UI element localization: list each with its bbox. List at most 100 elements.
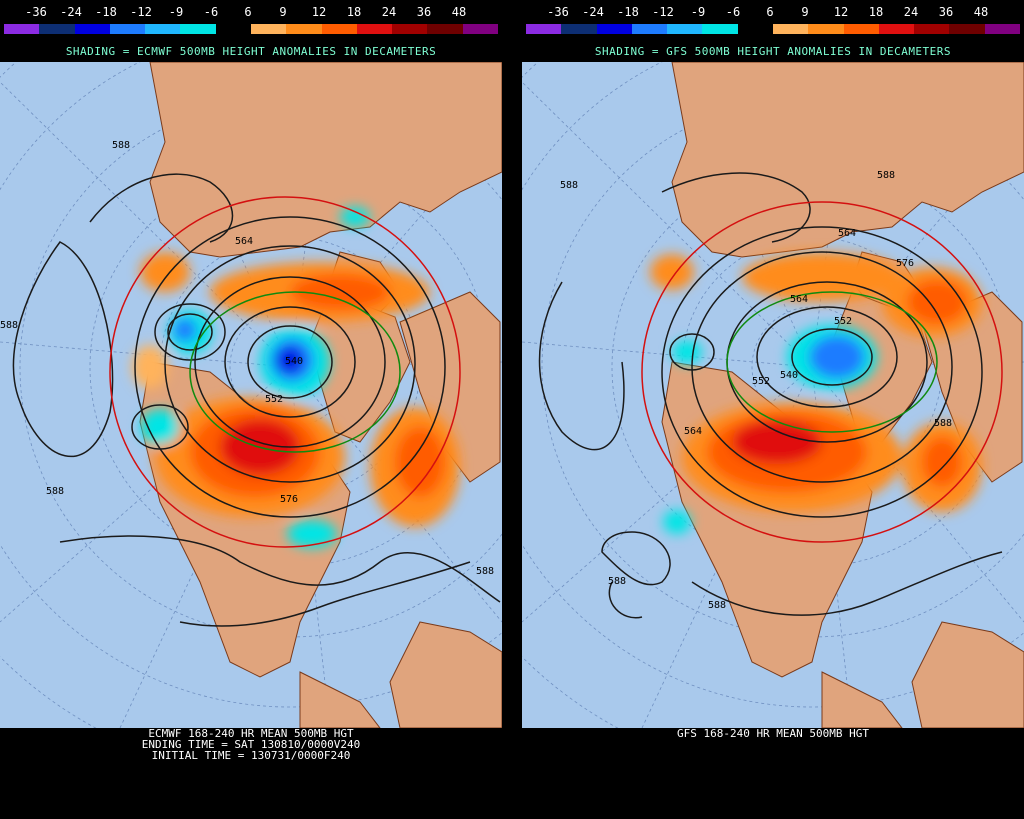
contour-label: 564 — [235, 236, 253, 247]
legend-swatch — [631, 24, 668, 34]
contour-label: 576 — [280, 494, 298, 505]
shading-title: SHADING = ECMWF 500MB HEIGHT ANOMALIES I… — [65, 45, 437, 58]
legend-swatch — [878, 24, 915, 34]
legend-label: 24 — [903, 5, 919, 19]
legend-swatch — [561, 24, 597, 34]
legend-swatch — [914, 24, 950, 34]
legend-swatch — [321, 24, 357, 34]
legend-scale-labels: -36 -24 -18 -12 -9 -6 6 9 12 18 24 36 48 — [522, 5, 1024, 21]
contour-label: 540 — [780, 370, 798, 381]
contour-label: 588 — [46, 486, 64, 497]
shading-title: SHADING = GFS 500MB HEIGHT ANOMALIES IN … — [594, 45, 952, 58]
legend-swatch — [250, 24, 287, 34]
legend-label: 24 — [381, 5, 397, 19]
contour-label: 588 — [708, 600, 726, 611]
legend-label: -12 — [652, 5, 674, 19]
legend-swatch — [427, 24, 463, 34]
legend-label: 6 — [766, 5, 774, 19]
legend-scale-labels: -36 -24 -18 -12 -9 -6 6 9 12 18 24 36 48 — [0, 5, 502, 21]
legend-label: 12 — [833, 5, 849, 19]
legend-swatch — [667, 24, 703, 34]
legend-swatch — [4, 24, 40, 34]
caption-line: INITIAL TIME = 130731/0000F240 — [151, 749, 351, 762]
gfs-panel: -36 -24 -18 -12 -9 -6 6 9 12 18 24 36 48… — [522, 0, 1024, 819]
legend-label: 9 — [801, 5, 809, 19]
contour-label: 552 — [265, 394, 283, 405]
legend-label: 9 — [279, 5, 287, 19]
legend-label: -9 — [168, 5, 184, 19]
legend-swatch — [39, 24, 75, 34]
legend-label: -12 — [130, 5, 152, 19]
central-america-land — [821, 671, 903, 728]
contour-label: 564 — [684, 426, 702, 437]
south-america-land — [911, 621, 1024, 728]
legend-swatch — [772, 24, 809, 34]
contour-label: 564 — [838, 228, 856, 239]
caption-line: ECMWF 168-240 HR MEAN 500MB HGT — [148, 727, 354, 740]
caption-line: GFS 168-240 HR MEAN 500MB HGT — [676, 727, 870, 740]
contour-label: 576 — [896, 258, 914, 269]
red-contour — [109, 196, 461, 548]
red-contour — [641, 201, 1003, 543]
green-contour — [726, 291, 938, 433]
height-contours — [538, 172, 1003, 619]
polar-stereographic-map: 588 588 564 576 552 540 564 552 588 588 … — [522, 62, 1024, 728]
height-contours — [12, 173, 501, 627]
legend-label: -6 — [203, 5, 219, 19]
legend-label: 18 — [346, 5, 362, 19]
legend-label: -18 — [95, 5, 117, 19]
legend-swatch — [526, 24, 562, 34]
legend-swatch — [356, 24, 393, 34]
legend-swatch — [596, 24, 632, 34]
legend-swatch — [984, 24, 1020, 34]
legend-swatch — [145, 24, 181, 34]
legend-swatch — [843, 24, 879, 34]
legend-swatch — [949, 24, 985, 34]
contour-label: 564 — [790, 294, 808, 305]
legend-label: -36 — [25, 5, 47, 19]
contour-label: 588 — [877, 170, 895, 181]
legend-label: 48 — [973, 5, 989, 19]
map-caption: ECMWF 168-240 HR MEAN 500MB HGT ENDING T… — [0, 728, 502, 761]
legend-swatch — [737, 24, 773, 34]
contour-label: 588 — [560, 180, 578, 191]
contour-labels: 588 588 564 576 552 540 564 552 588 588 … — [560, 170, 952, 611]
contour-labels: 588 588 564 588 588 576 540 552 — [0, 140, 494, 577]
legend-swatch — [462, 24, 498, 34]
caption-line: ENDING TIME = SAT 130810/0000V240 — [141, 738, 361, 751]
legend-label: -24 — [582, 5, 604, 19]
ecmwf-panel: -36 -24 -18 -12 -9 -6 6 9 12 18 24 36 48… — [0, 0, 502, 819]
legend-colorbar — [526, 24, 1020, 34]
legend-label: -24 — [60, 5, 82, 19]
europe-land — [399, 291, 501, 483]
asia-land — [149, 62, 502, 258]
contour-label: 588 — [112, 140, 130, 151]
contour-label: 540 — [285, 356, 303, 367]
contour-label: 588 — [608, 576, 626, 587]
europe-land — [921, 291, 1023, 483]
contour-label: 588 — [476, 566, 494, 577]
legend-swatch — [180, 24, 216, 34]
legend-label: -18 — [617, 5, 639, 19]
legend-swatch — [392, 24, 428, 34]
polar-stereographic-map: 588 588 564 588 588 576 540 552 — [0, 62, 502, 728]
legend-label: 36 — [938, 5, 954, 19]
panel-divider — [502, 0, 522, 819]
legend-label: 12 — [311, 5, 327, 19]
legend-colorbar — [4, 24, 498, 34]
green-contour — [189, 291, 401, 453]
legend-swatch — [215, 24, 251, 34]
legend-swatch — [74, 24, 110, 34]
contour-label: 552 — [834, 316, 852, 327]
legend-label: -9 — [690, 5, 706, 19]
legend-label: 6 — [244, 5, 252, 19]
legend-label: 36 — [416, 5, 432, 19]
legend-label: -6 — [725, 5, 741, 19]
legend-label: 48 — [451, 5, 467, 19]
contour-label: 552 — [752, 376, 770, 387]
legend-swatch — [702, 24, 738, 34]
legend-swatch — [286, 24, 322, 34]
contour-label: 588 — [0, 320, 18, 331]
south-america-land — [389, 621, 502, 728]
contour-label: 588 — [934, 418, 952, 429]
